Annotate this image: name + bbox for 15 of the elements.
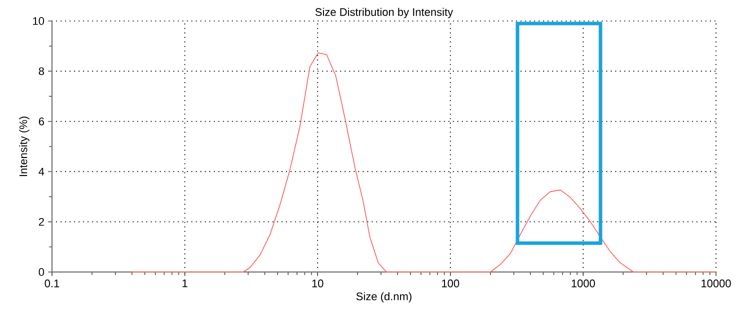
x-tick-label: 10000 bbox=[702, 280, 731, 288]
y-tick-label: 4 bbox=[38, 168, 44, 176]
y-axis-title: Intensity (%) bbox=[19, 116, 30, 176]
y-tick-label: 0 bbox=[38, 268, 44, 276]
x-tick-label: 1000 bbox=[572, 280, 595, 288]
chart-title: Size Distribution by Intensity bbox=[315, 8, 454, 18]
x-axis-title: Size (d.nm) bbox=[356, 292, 412, 302]
x-tick-label: 100 bbox=[442, 280, 460, 288]
y-tick-label: 2 bbox=[38, 218, 44, 226]
x-tick-label: 10 bbox=[312, 280, 324, 288]
x-tick-label: 1 bbox=[182, 280, 188, 288]
y-tick-label: 6 bbox=[38, 118, 44, 126]
x-tick-label: 0.1 bbox=[44, 280, 60, 288]
y-tick-label: 10 bbox=[33, 17, 44, 25]
y-tick-label: 8 bbox=[38, 67, 44, 76]
